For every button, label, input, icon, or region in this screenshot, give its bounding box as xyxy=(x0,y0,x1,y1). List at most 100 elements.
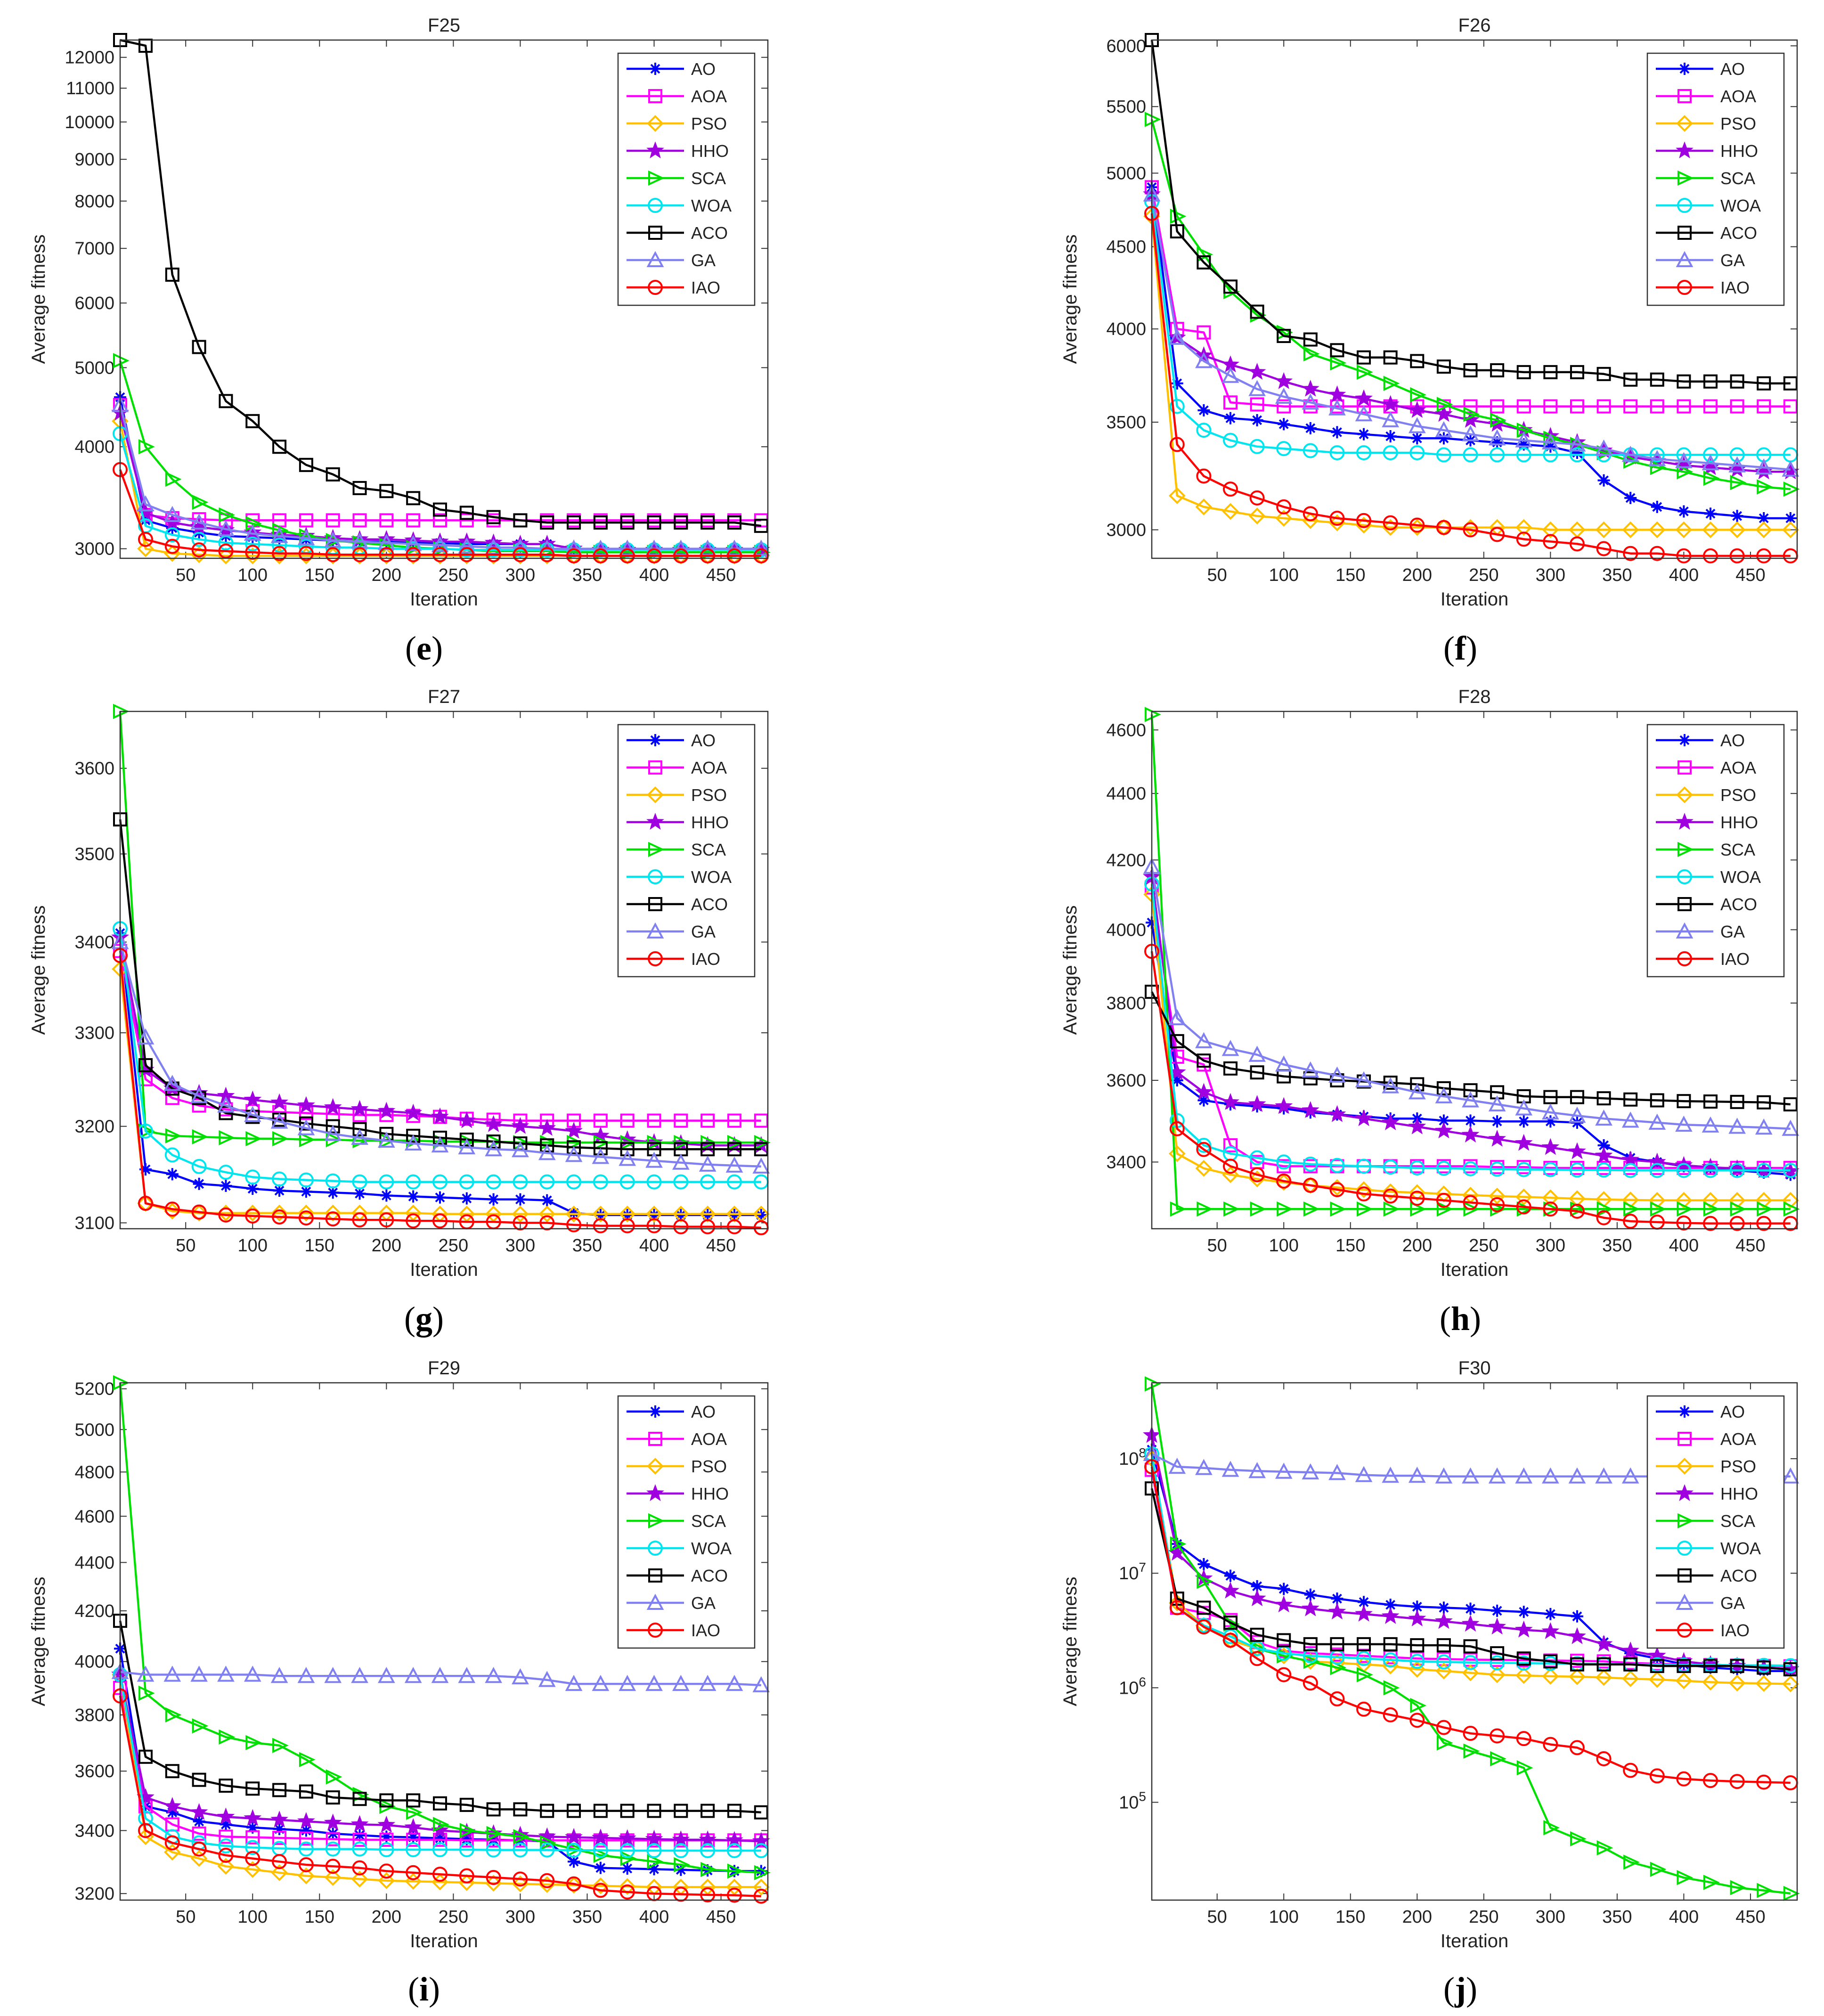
marker-ga xyxy=(217,1096,235,1113)
marker-ga xyxy=(1195,352,1213,368)
line-ga xyxy=(1150,866,1791,1130)
marker-iao xyxy=(1543,1201,1558,1217)
marker-hho xyxy=(1434,1612,1453,1629)
marker-pso xyxy=(1515,1667,1532,1684)
marker-iao xyxy=(1196,1619,1212,1635)
x-tick-label: 350 xyxy=(572,565,602,585)
marker-aco xyxy=(326,1790,340,1805)
marker-ao xyxy=(1517,438,1530,451)
x-tick-label: 200 xyxy=(372,1236,401,1256)
marker-pso xyxy=(645,1205,663,1223)
marker-sca xyxy=(1490,1751,1506,1767)
marker-aco xyxy=(1330,343,1344,358)
marker-sca xyxy=(1197,1574,1213,1589)
marker-woa xyxy=(406,1842,421,1857)
marker-ga xyxy=(646,251,664,267)
x-tick-label: 400 xyxy=(1669,1236,1699,1256)
marker-woa xyxy=(325,1173,341,1189)
marker-iao xyxy=(164,1201,180,1217)
marker-aco xyxy=(1516,365,1531,379)
marker-ao xyxy=(487,1193,500,1206)
marker-woa xyxy=(1677,869,1692,884)
legend-label: AOA xyxy=(1720,758,1756,777)
x-tick-label: 250 xyxy=(1469,565,1498,585)
marker-iao xyxy=(1623,1214,1638,1229)
panel-label-i: (i) xyxy=(408,1970,440,2008)
marker-iao xyxy=(593,1218,608,1233)
chart-title: F27 xyxy=(428,686,460,707)
marker-hho xyxy=(244,1090,262,1108)
marker-ao xyxy=(1758,512,1770,525)
marker-hho xyxy=(1541,1138,1560,1155)
y-tick-label: 4000 xyxy=(74,1652,114,1672)
marker-iao xyxy=(1463,522,1478,538)
marker-woa xyxy=(1436,1160,1451,1176)
marker-ao xyxy=(1597,474,1610,487)
marker-ao xyxy=(139,1163,152,1176)
marker-hho xyxy=(1621,1641,1639,1659)
legend-box xyxy=(617,724,756,978)
marker-iao xyxy=(1729,548,1745,563)
marker-ao xyxy=(1224,1569,1237,1582)
marker-sca xyxy=(165,471,182,487)
marker-iao xyxy=(1676,1771,1692,1787)
marker-pso xyxy=(1595,521,1612,539)
marker-aoa xyxy=(192,1826,206,1841)
line-iao xyxy=(1150,213,1791,557)
marker-iao xyxy=(1276,1667,1292,1682)
y-tick-label: 3800 xyxy=(74,1706,114,1725)
marker-ga xyxy=(512,1668,529,1685)
marker-hho xyxy=(1275,372,1293,389)
legend-label: AO xyxy=(1720,1402,1745,1421)
marker-aco xyxy=(700,1804,715,1818)
marker-pso xyxy=(405,1873,422,1890)
marker-aoa xyxy=(1197,325,1211,340)
marker-pso xyxy=(1755,521,1773,539)
marker-woa xyxy=(1356,445,1372,460)
line-sca xyxy=(119,1382,761,1874)
marker-pso xyxy=(619,1878,636,1895)
marker-sca xyxy=(1170,1536,1187,1552)
marker-woa xyxy=(1677,1541,1692,1556)
marker-iao xyxy=(1383,1188,1398,1204)
marker-ga xyxy=(619,1674,636,1691)
marker-hho xyxy=(1301,1599,1319,1616)
marker-ao xyxy=(1384,1599,1397,1611)
marker-hho xyxy=(1302,1101,1319,1118)
marker-iao xyxy=(1169,1600,1185,1616)
marker-hho xyxy=(350,1815,369,1832)
marker-pso xyxy=(512,1205,529,1223)
marker-aco xyxy=(1677,374,1691,389)
marker-hho xyxy=(1595,1635,1613,1652)
marker-iao xyxy=(513,1215,528,1231)
x-tick-label: 200 xyxy=(372,1907,401,1927)
marker-woa xyxy=(593,1843,608,1858)
marker-hho xyxy=(270,1810,288,1828)
x-tick-label: 200 xyxy=(1402,1907,1432,1927)
marker-iao xyxy=(1569,1740,1585,1755)
marker-sca xyxy=(1543,1820,1560,1836)
marker-aco xyxy=(1436,359,1451,374)
marker-iao xyxy=(1409,1191,1425,1206)
marker-ga xyxy=(485,1140,502,1157)
marker-hho xyxy=(646,1484,664,1502)
marker-woa xyxy=(648,198,663,213)
marker-ga xyxy=(1328,1464,1346,1480)
marker-aco xyxy=(245,1781,260,1796)
marker-aco xyxy=(1650,372,1664,387)
marker-aoa xyxy=(1757,399,1771,414)
marker-iao xyxy=(1596,1751,1612,1766)
marker-pso xyxy=(1782,1675,1799,1693)
marker-sca xyxy=(1463,1201,1480,1217)
marker-iao xyxy=(218,543,234,559)
legend-entry-hho: HHO xyxy=(627,813,729,832)
marker-ao xyxy=(353,1829,366,1842)
legend-label: PSO xyxy=(691,114,727,133)
marker-woa xyxy=(648,1541,663,1556)
marker-ga xyxy=(1382,411,1400,427)
marker-ao xyxy=(568,1855,580,1868)
marker-aoa xyxy=(352,513,367,528)
legend-entry-pso: PSO xyxy=(1656,1457,1756,1476)
legend-entry-aco: ACO xyxy=(1656,1566,1757,1585)
